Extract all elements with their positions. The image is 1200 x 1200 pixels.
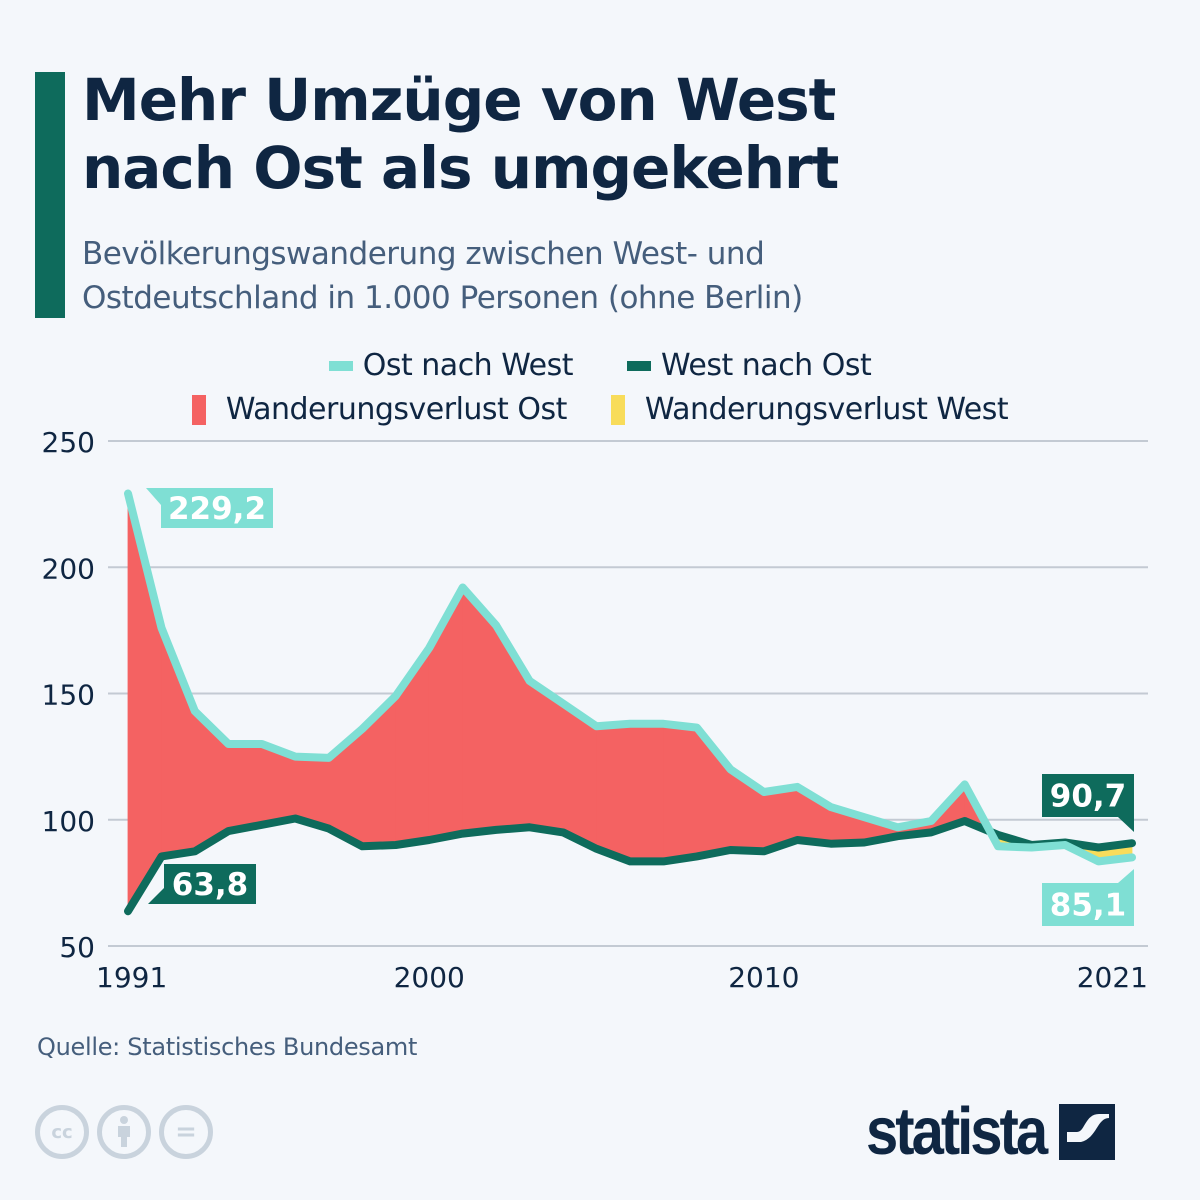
area-verlust-ost: [663, 723, 698, 862]
annotation-west-2021: 90,7: [1042, 774, 1134, 832]
statista-logo[interactable]: statista: [866, 1094, 1116, 1169]
legend-item-west-nach-ost: West nach Ost: [627, 348, 872, 383]
areas: [127, 493, 1133, 913]
legend-row-areas: Wanderungsverlust Ost Wanderungsverlust …: [0, 392, 1200, 427]
legend-item-ost-nach-west: Ost nach West: [328, 348, 574, 383]
subtitle: Bevölkerungswanderung zwischen West- und…: [82, 232, 803, 320]
annotations: 229,2 63,8 90,7 85,1: [146, 488, 1134, 926]
source-note: Quelle: Statistisches Bundesamt: [37, 1033, 418, 1061]
license-icons: cc =: [35, 1105, 213, 1159]
logo-text: statista: [866, 1094, 1048, 1169]
area-verlust-ost: [227, 743, 263, 832]
annotation-box: [161, 488, 273, 528]
annotation-label: 85,1: [1050, 888, 1127, 924]
annotation-ost-2021: 85,1: [1042, 869, 1134, 926]
cc-label: cc: [51, 1121, 73, 1143]
title-line-1: Mehr Umzüge von West: [82, 66, 836, 134]
legend-label: West nach Ost: [661, 348, 872, 383]
line-ost-nach-west: [124, 489, 1136, 866]
x-axis-ticks: 1991 2000 2010 2021: [96, 961, 1148, 994]
legend-row-lines: Ost nach West West nach Ost: [0, 348, 1200, 383]
subtitle-line-1: Bevölkerungswanderung zwischen West- und: [82, 236, 765, 272]
area-verlust-ost: [596, 723, 631, 862]
accent-bar: [35, 72, 65, 318]
y-tick-label: 100: [42, 805, 95, 838]
y-tick-label: 200: [42, 552, 95, 585]
annotation-pointer: [1118, 869, 1134, 883]
x-tick-label: 2021: [1077, 961, 1148, 994]
y-tick-label: 150: [42, 679, 95, 712]
x-tick-label: 2010: [728, 961, 799, 994]
annotation-box: [1042, 883, 1134, 926]
eq-label: =: [175, 1117, 197, 1147]
annotation-label: 90,7: [1050, 779, 1127, 815]
legend-label: Wanderungsverlust Ost: [225, 392, 568, 427]
area-verlust-ost: [629, 723, 664, 862]
y-axis-ticks: 50 100 150 200 250: [42, 426, 95, 964]
legend-swatch-ost-nach-west: [328, 360, 353, 371]
chart: 50 100 150 200 250 1991 2000 2010 2021 229,2 63,…: [42, 426, 1148, 994]
subtitle-line-2: Ostdeutschland in 1.000 Personen (ohne B…: [82, 280, 803, 316]
page-title: Mehr Umzüge von West nach Ost als umgeke…: [82, 66, 839, 202]
annotation-pointer: [148, 888, 164, 904]
annotation-west-1991: 63,8: [148, 864, 256, 904]
annotation-pointer: [1118, 817, 1134, 832]
legend-swatch-verlust-west: [610, 394, 625, 425]
title-line-2: nach Ost als umgekehrt: [82, 134, 839, 202]
person-glyph: [118, 1116, 130, 1147]
legend-item-verlust-ost: Wanderungsverlust Ost: [191, 392, 568, 427]
y-tick-label: 250: [42, 426, 95, 459]
no-derivatives-icon[interactable]: =: [159, 1105, 213, 1159]
x-tick-label: 1991: [96, 961, 167, 994]
attribution-icon[interactable]: [97, 1105, 151, 1159]
annotation-label: 229,2: [168, 491, 266, 527]
annotation-label: 63,8: [172, 867, 249, 903]
legend-label: Ost nach West: [362, 348, 574, 383]
annotation-pointer: [146, 488, 161, 505]
annotation-box: [1042, 774, 1134, 817]
legend-swatch-verlust-ost: [191, 394, 206, 425]
lines: [124, 489, 1136, 916]
y-tick-label: 50: [59, 931, 95, 964]
annotation-box: [164, 864, 256, 904]
annotation-ost-1991: 229,2: [146, 488, 273, 528]
statista-mark-icon: [1059, 1103, 1116, 1160]
cc-icon[interactable]: cc: [35, 1105, 89, 1159]
x-tick-label: 2000: [394, 961, 465, 994]
legend-swatch-west-nach-ost: [627, 360, 651, 371]
line-west-nach-ost: [124, 814, 1136, 916]
legend-label: Wanderungsverlust West: [644, 392, 1009, 427]
legend-item-verlust-west: Wanderungsverlust West: [610, 392, 1009, 427]
